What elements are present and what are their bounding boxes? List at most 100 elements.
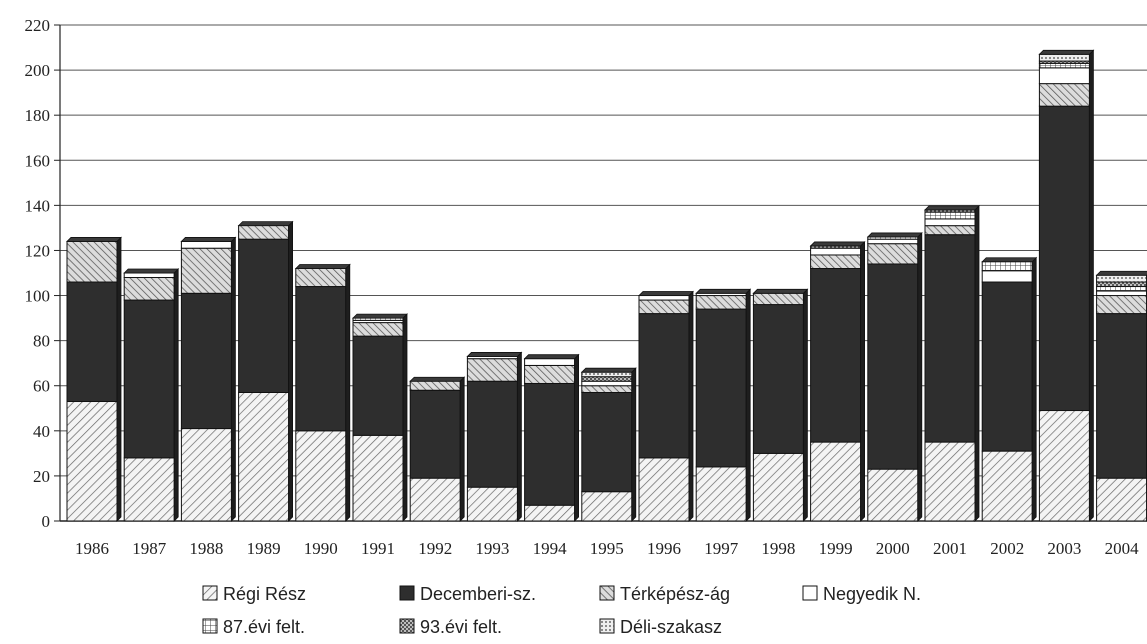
bar-segment xyxy=(180,247,232,294)
bar-side-face xyxy=(230,236,236,522)
bar-segment xyxy=(1096,286,1147,292)
bar-segment xyxy=(752,292,804,306)
bar-segment xyxy=(581,391,633,493)
y-tick-label: 60 xyxy=(33,377,50,396)
bar-segment xyxy=(524,358,576,366)
bar-segment xyxy=(524,382,576,506)
bar-segment xyxy=(466,358,518,382)
bar-segment xyxy=(238,238,290,393)
bar-top-face xyxy=(695,288,752,294)
x-tick-label: 1997 xyxy=(704,539,739,558)
bar-segment xyxy=(924,234,976,443)
legend-label: Térképész-ág xyxy=(620,584,730,604)
bar-side-face xyxy=(459,376,465,522)
bar-side-face xyxy=(1089,49,1094,522)
y-tick-label: 0 xyxy=(42,512,51,531)
bar-segment xyxy=(123,277,175,301)
bar-segment xyxy=(1096,313,1147,479)
bar-segment xyxy=(238,391,290,522)
x-tick-label: 2001 xyxy=(933,539,967,558)
legend-label: 87.évi felt. xyxy=(223,617,305,637)
bar-top-face xyxy=(1038,49,1095,55)
y-tick-label: 180 xyxy=(25,106,51,125)
x-tick-label: 1992 xyxy=(418,539,452,558)
bar-segment xyxy=(295,267,347,288)
bar-segment xyxy=(352,335,404,436)
legend-label: Régi Rész xyxy=(223,584,306,604)
bar-top-face xyxy=(1095,270,1147,276)
bar-segment xyxy=(352,434,404,522)
bar-segment xyxy=(581,371,633,378)
x-tick-label: 2003 xyxy=(1047,539,1081,558)
x-tick-label: 1986 xyxy=(75,539,109,558)
bar-top-face xyxy=(866,232,923,238)
bar-segment xyxy=(867,468,919,522)
bar-top-face xyxy=(580,367,637,373)
bar-side-face xyxy=(917,231,923,522)
y-tick-label: 120 xyxy=(25,241,51,260)
legend-swatch xyxy=(202,618,218,634)
x-tick-label: 1996 xyxy=(647,539,681,558)
bar-segment xyxy=(581,385,633,393)
bar-top-face xyxy=(409,376,466,382)
bar-segment xyxy=(924,211,976,220)
bar-segment xyxy=(695,466,747,522)
bar-segment xyxy=(66,240,118,283)
bar-segment xyxy=(1096,290,1147,297)
bar-side-face xyxy=(402,313,408,522)
bars xyxy=(66,49,1147,522)
bar-segment xyxy=(810,441,862,522)
y-tick-label: 80 xyxy=(33,332,50,351)
legend-label: 93.évi felt. xyxy=(420,617,502,637)
bar-side-face xyxy=(288,220,294,522)
bar-segment xyxy=(123,457,175,522)
legend-swatch xyxy=(399,585,415,601)
bar-segment xyxy=(409,477,461,522)
bar-segment xyxy=(867,238,919,245)
bar-segment xyxy=(180,428,232,522)
bar-segment xyxy=(1096,295,1147,315)
bar-top-face xyxy=(466,352,523,357)
bar-segment xyxy=(924,225,976,236)
bar-segment xyxy=(1038,105,1090,412)
bar-segment xyxy=(581,376,633,382)
bar-segment xyxy=(352,322,404,337)
bar-segment xyxy=(638,313,690,459)
x-tick-label: 1993 xyxy=(475,539,509,558)
y-tick-label: 200 xyxy=(25,61,51,80)
bar-segment xyxy=(638,299,690,315)
bar-segment xyxy=(810,254,862,269)
bar-side-face xyxy=(116,236,122,522)
bar-top-face xyxy=(523,354,580,360)
bar-top-face xyxy=(924,205,980,211)
legend: Régi Rész Decemberi-sz. Térképész-ág Negyed… xyxy=(202,584,921,637)
bar-segment xyxy=(638,457,690,522)
bar-segment xyxy=(295,286,347,432)
legend-swatch xyxy=(802,585,818,601)
x-tick-label: 1988 xyxy=(189,539,223,558)
bar-segment xyxy=(810,247,862,256)
legend-swatch xyxy=(399,618,415,634)
x-tick-label: 1991 xyxy=(361,539,395,558)
bar-segment xyxy=(295,430,347,522)
bar-top-face xyxy=(66,237,122,242)
bar-side-face xyxy=(574,353,579,522)
bar-segment xyxy=(867,263,919,470)
bar-top-face xyxy=(638,291,694,296)
legend-label: Déli-szakasz xyxy=(620,617,722,637)
bar-segment xyxy=(581,491,633,522)
bar-side-face xyxy=(803,288,808,522)
bar-segment xyxy=(981,450,1033,522)
bar-segment xyxy=(524,504,576,522)
legend-swatch xyxy=(599,618,615,634)
x-tick-label: 1999 xyxy=(819,539,853,558)
legend-label: Negyedik N. xyxy=(823,584,921,604)
x-tick-label: 1990 xyxy=(304,539,338,558)
bar-segment xyxy=(867,243,919,265)
legend-swatch xyxy=(599,585,615,601)
bar-segment xyxy=(180,292,232,430)
bar-segment xyxy=(524,364,576,384)
bar-segment xyxy=(981,261,1033,272)
bar-top-face xyxy=(352,313,408,319)
bar-top-face xyxy=(180,237,237,242)
